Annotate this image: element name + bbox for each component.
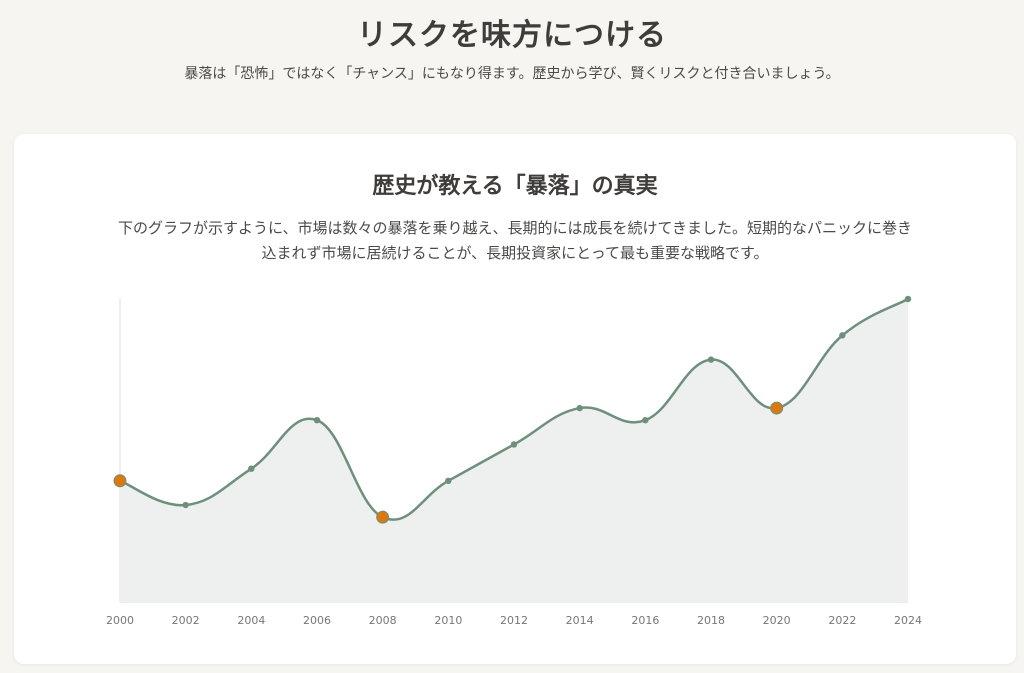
x-tick-label: 2010 [434, 614, 462, 627]
crash-point-2000 [113, 474, 127, 488]
crash-point-2020 [770, 401, 784, 415]
data-point-2014 [576, 404, 583, 412]
x-tick-label: 2024 [894, 614, 922, 627]
page-header: リスクを味方につける 暴落は「恐怖」ではなく「チャンス」にもなり得ます。歴史から… [0, 0, 1024, 84]
data-point-2024 [904, 295, 912, 303]
data-point-2016 [642, 417, 649, 424]
history-card: 歴史が教える「暴落」の真実 下のグラフが示すように、市場は数々の暴落を乗り越え、… [14, 134, 1016, 664]
x-tick-label: 2020 [763, 614, 791, 627]
crash-point-2008 [376, 510, 390, 524]
series-area [120, 299, 908, 602]
data-point-2018 [707, 356, 715, 363]
data-point-2002 [182, 501, 189, 509]
x-tick-label: 2022 [828, 614, 856, 627]
data-point-2012 [510, 441, 518, 448]
page-subtitle: 暴落は「恐怖」ではなく「チャンス」にもなり得ます。歴史から学び、賢くリスクと付き… [184, 66, 840, 82]
x-tick-label: 2002 [172, 614, 200, 627]
line-chart: 2000 2002 2004 2006 2008 2010 2012 2014 2016 2018… [106, 295, 922, 627]
data-point-2022 [839, 332, 846, 339]
x-tick-label: 2006 [303, 614, 331, 627]
data-point-2006 [313, 417, 321, 424]
data-point-2004 [248, 465, 255, 472]
card-title: 歴史が教える「暴落」の真実 [372, 174, 658, 199]
x-tick-label: 2012 [500, 614, 528, 627]
card-description: 下のグラフが示すように、市場は数々の暴落を乗り越え、長期的には成長を続けてきまし… [117, 219, 913, 262]
page-title: リスクを味方につける [357, 18, 667, 53]
x-tick-label: 2018 [697, 614, 725, 627]
x-tick-label: 2000 [106, 614, 134, 627]
x-tick-label: 2016 [631, 614, 659, 627]
x-tick-label: 2004 [237, 614, 265, 627]
x-tick-label: 2014 [566, 614, 594, 627]
data-point-2010 [445, 477, 452, 484]
x-tick-label: 2008 [369, 614, 397, 627]
